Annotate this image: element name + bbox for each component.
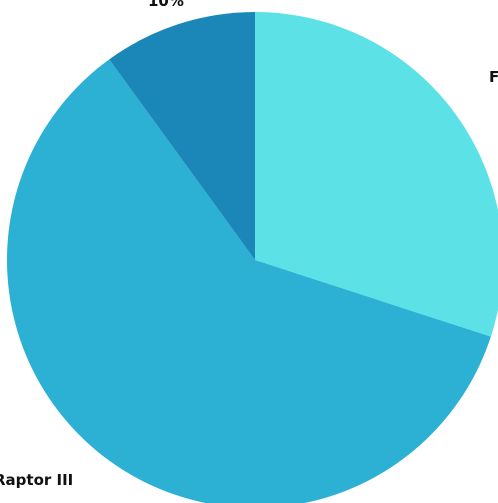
- slice-label-10-percent: 10%: [148, 0, 184, 10]
- pie-slice-1: [255, 12, 498, 337]
- slice-label-f: F: [489, 68, 498, 86]
- pie-slice-2: [7, 59, 491, 503]
- slice-label-raptor-iii: Raptor III: [0, 471, 73, 489]
- pie-slice-3: [109, 11, 255, 260]
- pie-slices: [7, 11, 498, 503]
